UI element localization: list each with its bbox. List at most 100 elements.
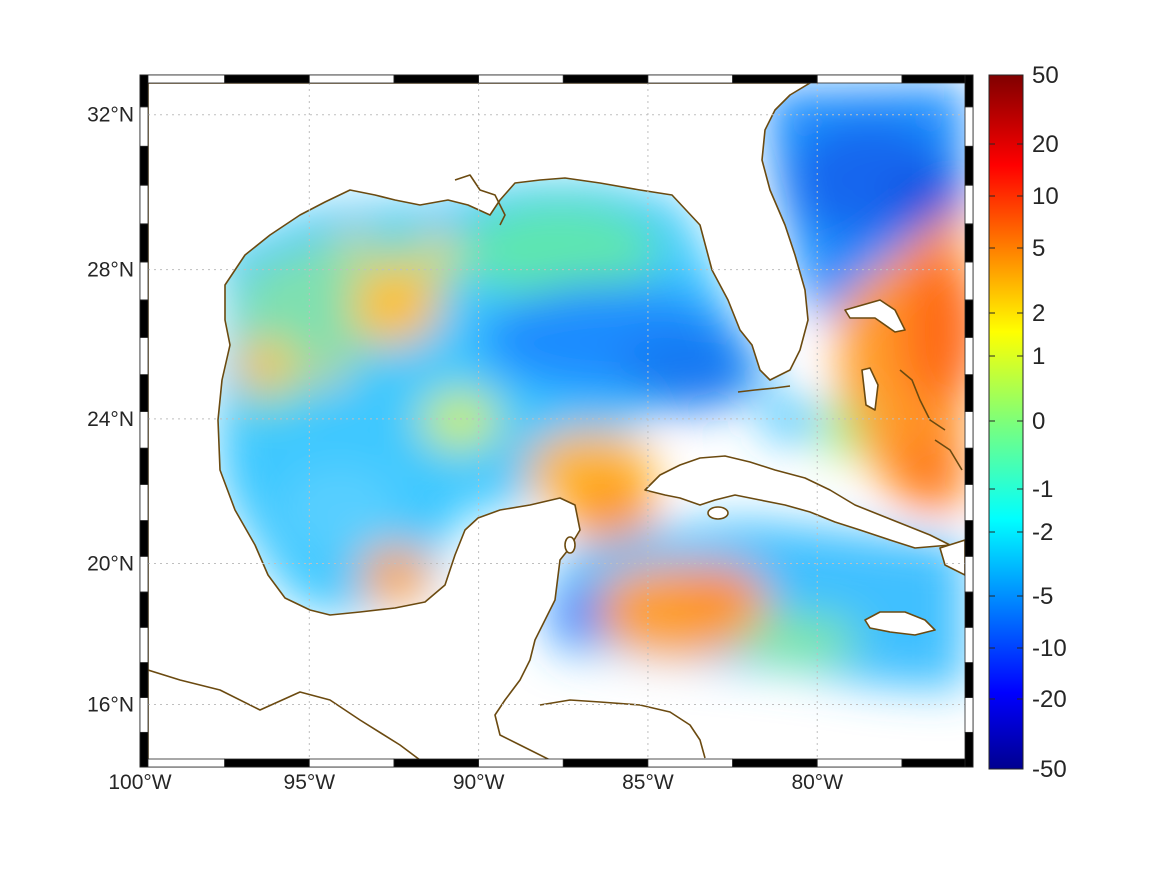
- frame-top-segment: [139, 74, 226, 84]
- frame-bottom-segment: [224, 758, 310, 768]
- lon-tick-label: 90°W: [453, 771, 505, 794]
- lat-tick-label: 24°N: [87, 408, 134, 431]
- colorbar-tick-label: -1: [1032, 476, 1053, 503]
- frame-top-segment: [562, 74, 649, 84]
- colorbar-gradient: [989, 75, 1023, 769]
- frame-left-segment: [139, 374, 149, 412]
- lon-tick-label: 95°W: [284, 771, 336, 794]
- lon-tick-label: 100°W: [108, 771, 171, 794]
- landmass-isle-of-youth: [707, 506, 729, 520]
- frame-left-segment: [139, 520, 149, 557]
- frame-bottom-segment: [647, 758, 733, 768]
- frame-left-segment: [139, 261, 149, 301]
- lat-tick-label: 20°N: [87, 552, 134, 575]
- frame-right-segment: [964, 223, 974, 263]
- lon-tick-labels: 100°W 95°W 90°W 85°W 80°W: [108, 771, 843, 794]
- frame-left-segment: [139, 447, 149, 485]
- colorbar-tick-label: 2: [1032, 300, 1045, 327]
- landmass-cozumel: [564, 536, 576, 554]
- frame-right-segment: [964, 261, 974, 301]
- frame-left-segment: [139, 337, 149, 376]
- coastline-honduras: [539, 699, 706, 759]
- colorbar-border: [988, 74, 1024, 770]
- frame-left-segment: [139, 697, 149, 733]
- frame-right-segment: [964, 591, 974, 628]
- frame-left-segment: [139, 411, 149, 449]
- frame-right-segment: [964, 184, 974, 225]
- colorbar-tick-label: 20: [1032, 131, 1059, 158]
- landmass-bahamas-north: [844, 299, 906, 333]
- colorbar-tick-label: -5: [1032, 583, 1053, 610]
- frame-left-segment: [139, 145, 149, 186]
- frame-right-segment: [964, 626, 974, 663]
- frame-right-segment: [964, 145, 974, 186]
- data-field: [215, 85, 965, 690]
- graticule: [148, 83, 965, 759]
- frame-bottom-segment: [901, 758, 974, 768]
- frame-top-segment: [732, 74, 818, 84]
- frame-right-segment: [964, 106, 974, 147]
- landmass-jamaica: [864, 611, 936, 636]
- frame-right-segment: [964, 374, 974, 412]
- frame-right-segment: [964, 74, 974, 108]
- frame-left-segment: [139, 106, 149, 147]
- frame-top-segment: [901, 74, 974, 84]
- colorbar-tick-label: 0: [1032, 408, 1045, 435]
- frame-left-segment: [139, 662, 149, 698]
- landmass-andros: [861, 367, 879, 411]
- frame-top-segment: [647, 74, 733, 84]
- frame-bottom-segment: [732, 758, 818, 768]
- frame-left-segment: [139, 484, 149, 521]
- lat-tick-label: 28°N: [87, 259, 134, 282]
- landmass-bahamas-east: [899, 369, 963, 471]
- frame-right-segment: [964, 447, 974, 485]
- colorbar-tick-label: 50: [1032, 62, 1059, 89]
- frame-right-segment: [964, 697, 974, 733]
- frame-bottom-segment: [562, 758, 649, 768]
- lat-tick-label: 32°N: [87, 104, 134, 127]
- frame-top-segment: [224, 74, 310, 84]
- frame-right-segment: [964, 337, 974, 376]
- frame-bottom-segment: [816, 758, 903, 768]
- frame-right-segment: [964, 299, 974, 338]
- lat-tick-label: 16°N: [87, 694, 134, 717]
- frame-top-segment: [308, 74, 395, 84]
- frame-right-segment: [964, 731, 974, 768]
- frame-left-segment: [139, 299, 149, 338]
- colorbar-tick-label: -10: [1032, 635, 1067, 662]
- colorbar-tick-label: -50: [1032, 756, 1067, 783]
- coastline-florida-keys: [737, 385, 791, 393]
- landmass-hispaniola: [939, 539, 965, 576]
- lat-tick-labels: 16°N 20°N 24°N 28°N 32°N: [87, 104, 134, 717]
- frame-left-segment: [139, 74, 149, 108]
- frame-bottom-segment: [393, 758, 480, 768]
- colorbar-tick-label: -2: [1032, 519, 1053, 546]
- frame-right-segment: [964, 555, 974, 593]
- frame-left-segment: [139, 223, 149, 263]
- frame-top-segment: [478, 74, 564, 84]
- colorbar-tick-label: 1: [1032, 343, 1045, 370]
- frame-right-segment: [964, 662, 974, 698]
- frame-left-segment: [139, 555, 149, 593]
- colorbar-tick-label: -20: [1032, 686, 1067, 713]
- frame-right-segment: [964, 484, 974, 521]
- lon-tick-label: 85°W: [622, 771, 674, 794]
- frame-left-segment: [139, 626, 149, 663]
- frame-bottom-segment: [308, 758, 395, 768]
- frame-top-segment: [816, 74, 903, 84]
- frame-top-segment: [393, 74, 480, 84]
- frame-bottom-segment: [139, 758, 226, 768]
- frame-left-segment: [139, 184, 149, 225]
- frame-left-segment: [139, 731, 149, 768]
- colorbar-tick-label: 5: [1032, 235, 1045, 262]
- lon-tick-label: 80°W: [791, 771, 843, 794]
- frame-right-segment: [964, 520, 974, 557]
- frame-bottom-segment: [478, 758, 564, 768]
- map-frame: [139, 74, 974, 768]
- coastline-mississippi-delta: [454, 174, 506, 226]
- colorbar-tick-label: 10: [1032, 183, 1059, 210]
- frame-right-segment: [964, 411, 974, 449]
